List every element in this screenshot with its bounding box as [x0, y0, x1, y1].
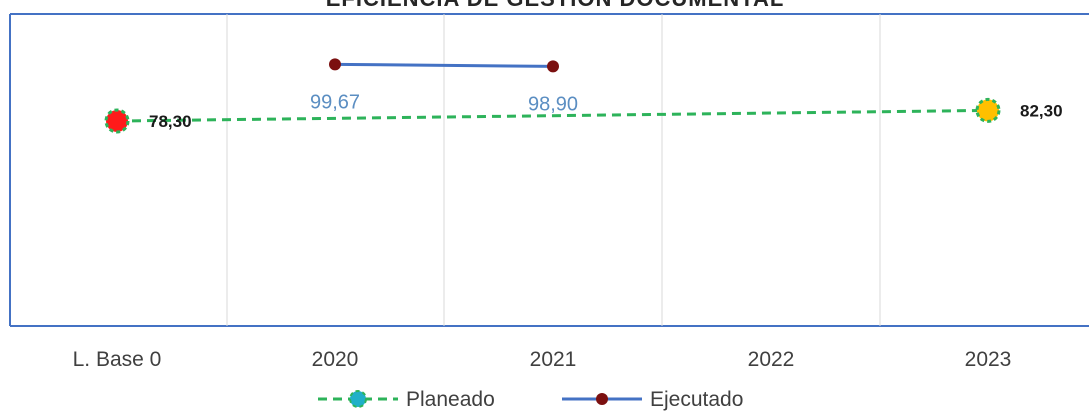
x-tick-label-4: 2023 — [965, 348, 1012, 371]
ejecutado-point-1 — [329, 58, 341, 71]
series-planeado-line — [116, 108, 989, 123]
series-ejecutado-line-0 — [334, 62, 554, 68]
legend-item-ejecutado: Ejecutado — [562, 388, 743, 411]
x-axis-labels: L. Base 0 2020 2021 2022 2023 — [73, 348, 1012, 371]
legend-swatch-ejecutado-marker — [596, 393, 608, 405]
legend-swatch-planeado-marker — [349, 390, 367, 408]
legend: Planeado Ejecutado — [318, 388, 743, 411]
x-tick-label-1: 2020 — [312, 348, 359, 371]
plot-area — [10, 14, 1089, 326]
ejecutado-data-label-2: 98,90 — [528, 93, 578, 115]
planeado-point-4 — [975, 97, 1001, 123]
legend-label-ejecutado: Ejecutado — [650, 388, 743, 411]
series-layer: 78,30 82,30 99,67 98,90 — [104, 58, 1063, 134]
x-tick-label-0: L. Base 0 — [73, 348, 162, 371]
ejecutado-data-label-1: 99,67 — [310, 91, 360, 113]
x-tick-label-2: 2021 — [530, 348, 577, 371]
chart-title: EFICIENCIA DE GESTIÓN DOCUMENTAL — [326, 0, 785, 11]
legend-item-planeado: Planeado — [318, 388, 495, 411]
planeado-data-label-4: 82,30 — [1020, 101, 1063, 120]
x-tick-label-3: 2022 — [748, 348, 795, 371]
legend-label-planeado: Planeado — [406, 388, 495, 411]
ejecutado-point-2 — [547, 60, 559, 73]
planeado-data-label-0: 78,30 — [149, 112, 192, 131]
planeado-point-0 — [104, 108, 130, 134]
